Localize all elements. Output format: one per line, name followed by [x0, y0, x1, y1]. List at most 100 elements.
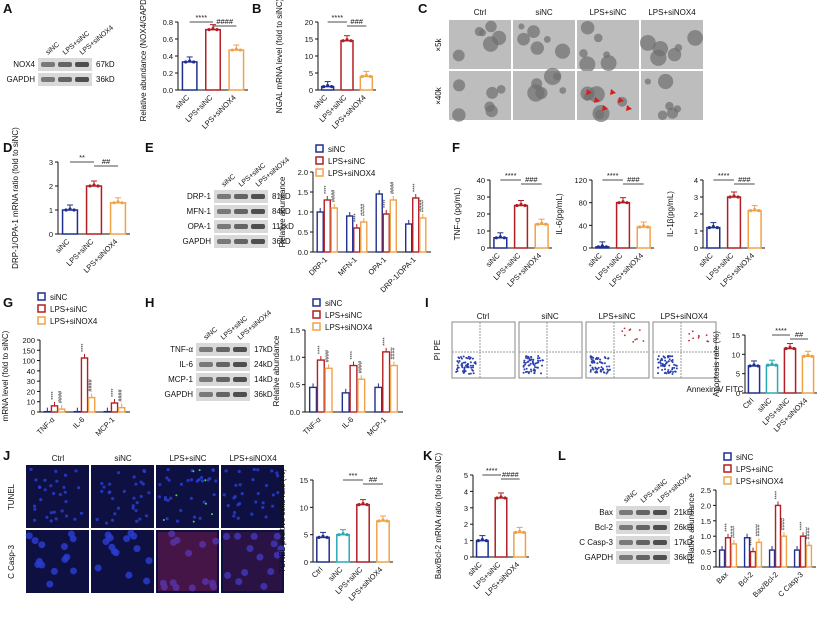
- flow-event: [527, 355, 530, 358]
- blot-band: [41, 62, 55, 67]
- western-blot: DRP-1 81kD MFN-1 84kD OPA-1 111kD GAPDH 36kD siN…: [183, 156, 294, 248]
- nucleus: [169, 579, 177, 587]
- panel-letter: G: [3, 295, 13, 310]
- nucleus: [214, 479, 218, 483]
- flow-event: [461, 362, 464, 365]
- em-column-label: LPS+siNC: [589, 8, 626, 17]
- y-tick-label: 30: [477, 193, 485, 202]
- stain-column-label: siNC: [114, 454, 132, 463]
- y-axis-label: TNF-α (pg/mL): [453, 187, 462, 240]
- nucleus: [261, 501, 265, 505]
- panel-letter: D: [3, 140, 12, 155]
- nucleus: [270, 540, 278, 548]
- nucleus: [267, 568, 275, 576]
- y-tick-label: 1: [694, 227, 698, 236]
- legend-entry: siNC: [328, 145, 346, 154]
- nucleus: [62, 485, 66, 489]
- y-tick-label: 1.0: [290, 353, 300, 362]
- flow-event: [523, 368, 526, 371]
- flow-event: [455, 370, 458, 373]
- bar: [382, 351, 391, 413]
- nucleus: [224, 571, 232, 579]
- significance-label: ###: [350, 17, 363, 26]
- flow-event: [667, 369, 670, 372]
- data-point: [211, 27, 215, 31]
- flow-event: [632, 340, 635, 343]
- nucleus: [199, 475, 204, 480]
- flow-event: [589, 364, 592, 367]
- legend-entry: siNC: [325, 299, 343, 308]
- data-point: [502, 236, 506, 240]
- blot-band: [217, 194, 231, 199]
- flow-event: [659, 359, 662, 362]
- data-point: [322, 85, 326, 89]
- flow-event: [471, 369, 474, 372]
- nucleus: [141, 482, 145, 486]
- data-point: [523, 203, 527, 208]
- em-texture: [552, 72, 561, 81]
- nucleus: [264, 515, 268, 519]
- flow-event: [673, 363, 676, 366]
- significance-mark: ####: [118, 389, 124, 402]
- y-tick-label: 120: [574, 176, 587, 185]
- data-point: [757, 209, 761, 213]
- y-tick-label: 0.0: [298, 248, 308, 257]
- em-texture: [592, 105, 610, 122]
- flow-event: [530, 356, 533, 359]
- data-point: [495, 496, 499, 500]
- nucleus: [125, 571, 133, 579]
- bar: [389, 199, 397, 253]
- data-point: [476, 539, 480, 543]
- blot-kd-label: 81kD: [272, 192, 291, 201]
- flow-event: [599, 370, 602, 373]
- em-texture: [479, 29, 487, 37]
- blot-row-label: MCP-1: [168, 375, 193, 384]
- nucleus: [49, 484, 53, 488]
- x-tick-label: TNF-α: [35, 415, 57, 437]
- nucleus: [202, 500, 206, 504]
- bar: [747, 365, 761, 394]
- x-tick-label: Bax: [714, 570, 730, 586]
- significance-mark: ****: [81, 343, 87, 352]
- data-point: [215, 28, 219, 32]
- nucleus: [260, 582, 268, 590]
- data-point: [484, 539, 488, 543]
- nucleus: [135, 519, 139, 523]
- nucleus: [166, 498, 170, 502]
- bar: [87, 396, 96, 413]
- flow-y-label: PI PE: [433, 340, 442, 360]
- nucleus: [130, 532, 138, 540]
- flow-event: [524, 363, 527, 366]
- bar: [755, 541, 763, 568]
- data-point: [349, 39, 353, 43]
- significance-label: **: [79, 153, 85, 162]
- flow-event: [665, 361, 668, 364]
- x-tick-label: siNC: [484, 251, 502, 269]
- nucleus: [197, 477, 201, 482]
- flow-event: [536, 357, 539, 360]
- nucleus: [275, 471, 279, 475]
- flow-event: [664, 368, 667, 371]
- flow-event: [460, 357, 463, 360]
- nucleus: [73, 517, 77, 521]
- nucleus: [69, 535, 77, 543]
- significance-label: ####: [502, 470, 520, 479]
- bar: [181, 61, 198, 91]
- em-texture: [485, 20, 497, 33]
- bar: [768, 549, 776, 568]
- data-point: [341, 532, 345, 536]
- y-tick-label: 0.6: [163, 35, 173, 44]
- bar: [513, 204, 529, 249]
- data-point: [604, 245, 608, 249]
- blot-kd-label: 36kD: [96, 75, 115, 84]
- flow-event: [593, 360, 596, 363]
- bar: [346, 215, 354, 253]
- blot-band: [233, 362, 247, 367]
- flow-event: [621, 330, 624, 333]
- data-point: [345, 38, 349, 42]
- y-tick-label: 10: [477, 227, 485, 236]
- blot-kd-label: 21kD: [674, 508, 693, 517]
- western-blot: Bax 21kD Bcl-2 26kD C Casp-3 17kD GAPDH 36kD siN…: [579, 472, 693, 564]
- significance-mark: ####: [58, 390, 64, 403]
